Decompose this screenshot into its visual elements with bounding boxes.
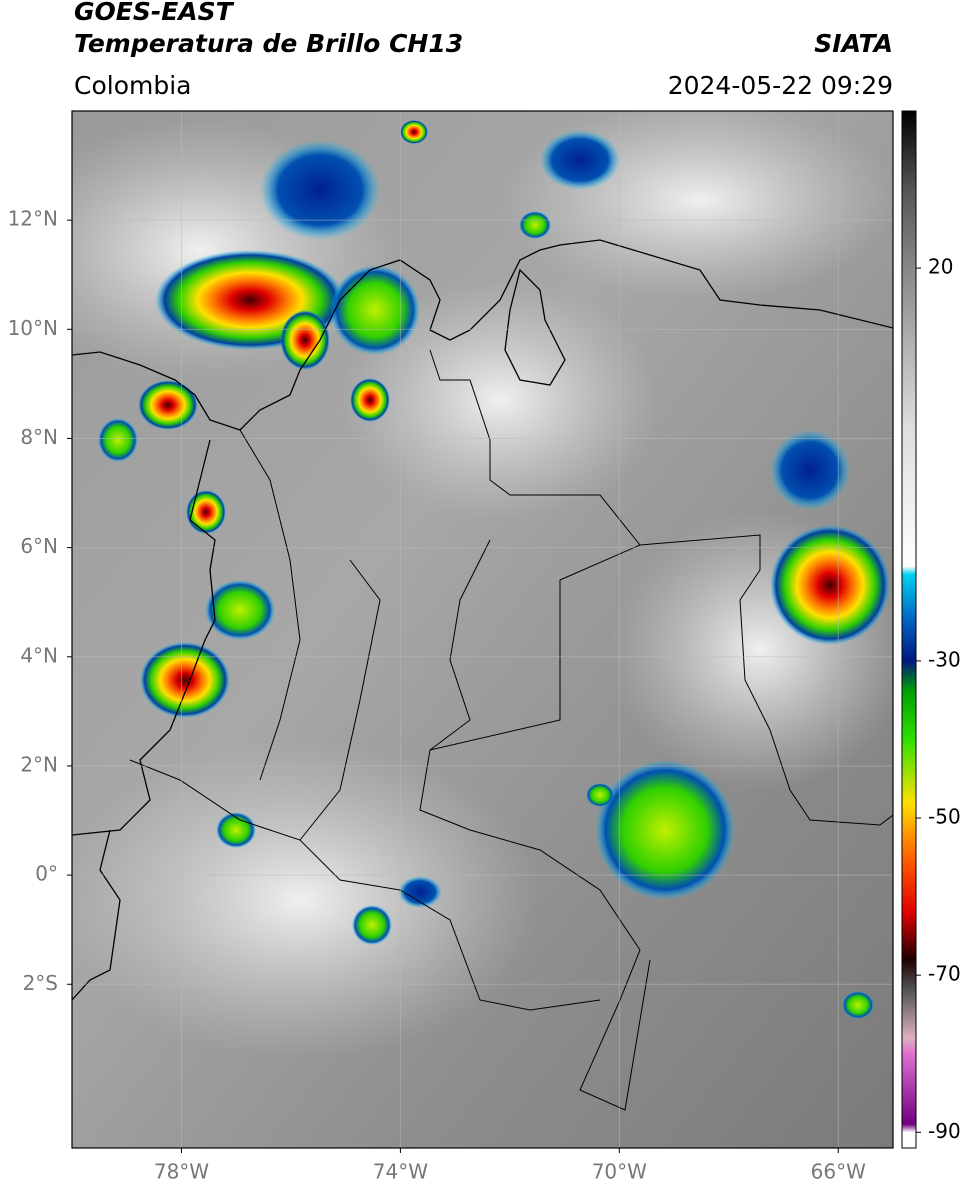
y-tick-label: 4°N [20, 643, 58, 667]
y-tick-label: 2°N [20, 752, 58, 776]
y-tick-label: 6°N [20, 534, 58, 558]
satellite-image [72, 111, 893, 1148]
colorbar-tick-label: 20 [928, 255, 953, 279]
colorbar-tick-label: -90 [928, 1119, 961, 1143]
y-tick-label: 12°N [8, 207, 58, 231]
x-tick-label: 78°W [154, 1160, 209, 1184]
colorbar-tick-label: -50 [928, 805, 961, 829]
colorbar [901, 110, 917, 1149]
map-frame [71, 110, 894, 1149]
x-tick-label: 66°W [811, 1160, 866, 1184]
x-tick-label: 70°W [592, 1160, 647, 1184]
source: SIATA [814, 29, 893, 58]
grid [72, 111, 893, 1148]
y-tick-label: 10°N [8, 316, 58, 340]
y-tick-label: 8°N [20, 425, 58, 449]
x-tick-label: 74°W [373, 1160, 428, 1184]
region: Colombia [74, 71, 191, 100]
y-tick-label: 0° [35, 862, 58, 886]
timestamp: 2024-05-22 09:29 [668, 71, 893, 100]
subtitle: Temperatura de Brillo CH13 [74, 29, 463, 58]
y-tick-label: 2°S [23, 971, 58, 995]
colorbar-tick-label: -70 [928, 962, 961, 986]
title: GOES-EAST [74, 0, 235, 26]
colorbar-tick-label: -30 [928, 647, 961, 671]
